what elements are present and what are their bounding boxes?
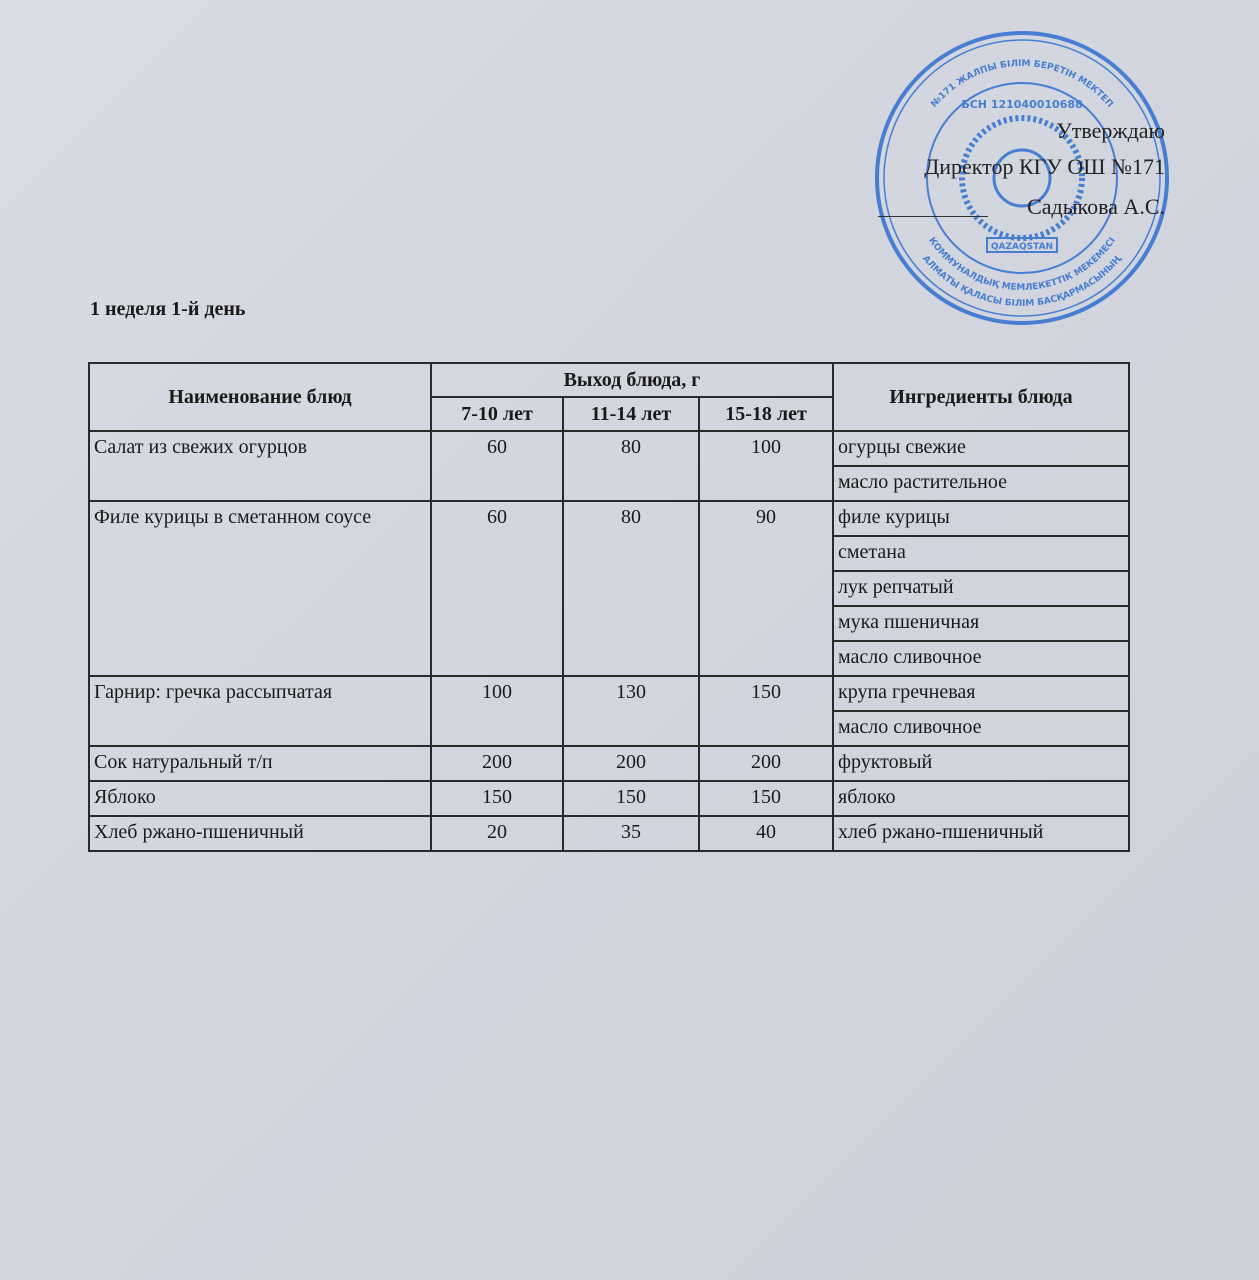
ingredient: яблоко: [838, 786, 896, 808]
yield-value: 150: [698, 675, 834, 747]
table-row: Хлеб ржано-пшеничный 20 35 40 хлеб ржано-пше…: [88, 815, 1130, 852]
yield-value: 90: [698, 500, 834, 677]
yield-value: 150: [430, 780, 564, 817]
header-yield: Выход блюда, г: [430, 362, 834, 398]
table-row: Гарнир: гречка рассыпчатая 100 130 150 крупа…: [88, 675, 1130, 747]
table-row: Сок натуральный т/п 200 200 200 фруктовый: [88, 745, 1130, 782]
ingredients-cell: хлеб ржано-пшеничный: [832, 815, 1130, 852]
page-title: 1 неделя 1-й день: [90, 298, 246, 320]
header-age: 15-18 лет: [698, 396, 834, 432]
table-row: Филе курицы в сметанном соусе 60 80 90 филе …: [88, 500, 1130, 677]
approval-line: Утверждаю: [1056, 118, 1165, 143]
yield-value: 200: [698, 745, 834, 782]
table-row: Салат из свежих огурцов 60 80 100 огурцы све…: [88, 430, 1130, 502]
dish-name: Яблоко: [88, 780, 432, 817]
yield-value: 80: [562, 430, 700, 502]
ingredients-cell: фруктовый: [832, 745, 1130, 782]
yield-value: 80: [562, 500, 700, 677]
dish-name: Салат из свежих огурцов: [88, 430, 432, 502]
stamp-bin-text: БСН 121040010688: [961, 98, 1082, 111]
header-age: 7-10 лет: [430, 396, 564, 432]
ingredient: масло сливочное: [838, 716, 982, 738]
ingredient: фруктовый: [838, 751, 933, 773]
official-stamp: №171 ЖАЛПЫ БІЛІМ БЕРЕТІН МЕКТЕП БСН 1210…: [875, 31, 1169, 325]
yield-value: 130: [562, 675, 700, 747]
table-row: Яблоко 150 150 150 яблоко: [88, 780, 1130, 817]
approval-position: Директор КГУ ОШ №171: [924, 154, 1165, 179]
ingredient: огурцы свежие: [834, 432, 1128, 467]
dish-name: Филе курицы в сметанном соусе: [88, 500, 432, 677]
yield-value: 40: [698, 815, 834, 852]
yield-value: 150: [562, 780, 700, 817]
ingredients-cell: яблоко: [832, 780, 1130, 817]
yield-value: 20: [430, 815, 564, 852]
yield-value: 200: [562, 745, 700, 782]
yield-value: 200: [430, 745, 564, 782]
header-dish-name: Наименование блюд: [88, 362, 432, 432]
ingredients-cell: огурцы свежие масло растительное: [832, 430, 1130, 502]
menu-table: Наименование блюд Выход блюда, г Ингреди…: [88, 362, 1130, 852]
approval-name: Садыкова А.С.: [1027, 194, 1165, 219]
yield-value: 150: [698, 780, 834, 817]
ingredients-cell: крупа гречневая масло сливочное: [832, 675, 1130, 747]
signature-line: [878, 216, 988, 217]
yield-value: 60: [430, 430, 564, 502]
ingredient: лук репчатый: [834, 572, 1128, 607]
ingredient: масло сливочное: [838, 646, 982, 668]
yield-value: 100: [430, 675, 564, 747]
ingredient: масло растительное: [838, 471, 1007, 493]
dish-name: Хлеб ржано-пшеничный: [88, 815, 432, 852]
ingredient: крупа гречневая: [834, 677, 1128, 712]
ingredient: филе курицы: [834, 502, 1128, 537]
dish-name: Гарнир: гречка рассыпчатая: [88, 675, 432, 747]
stamp-emblem-label: QAZAQSTAN: [991, 242, 1053, 252]
ingredient: мука пшеничная: [834, 607, 1128, 642]
yield-value: 35: [562, 815, 700, 852]
ingredient: сметана: [834, 537, 1128, 572]
yield-value: 100: [698, 430, 834, 502]
ingredient: хлеб ржано-пшеничный: [838, 821, 1044, 843]
header-ingredients: Ингредиенты блюда: [832, 362, 1130, 432]
header-age: 11-14 лет: [562, 396, 700, 432]
ingredients-cell: филе курицы сметана лук репчатый мука пшени…: [832, 500, 1130, 677]
dish-name: Сок натуральный т/п: [88, 745, 432, 782]
yield-value: 60: [430, 500, 564, 677]
